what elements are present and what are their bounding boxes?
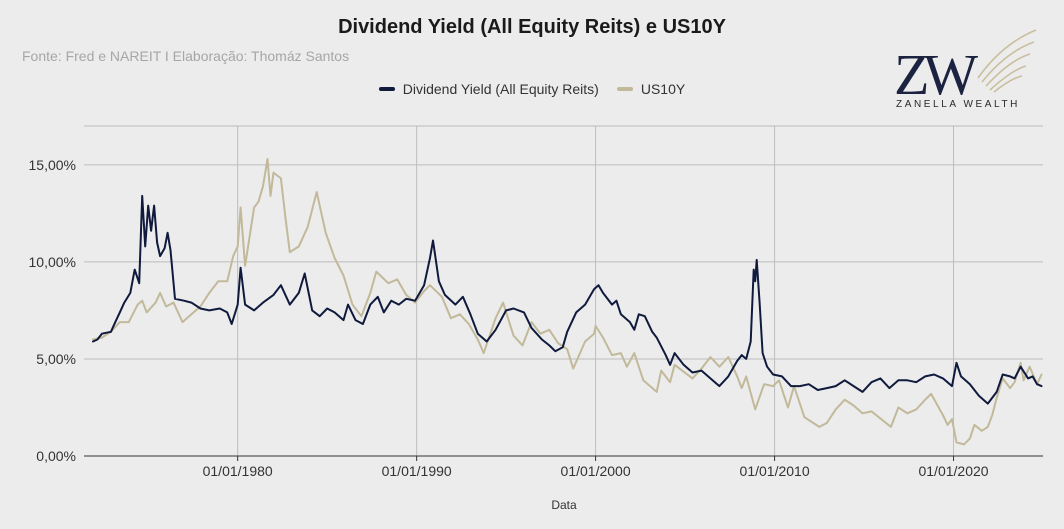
series-line-us10y <box>92 158 1043 446</box>
grid <box>84 125 1043 457</box>
y-axis: 0,00% 5,00% 10,00% 15,00% <box>29 157 76 464</box>
legend-item-dividend-yield[interactable]: Dividend Yield (All Equity Reits) <box>378 81 599 97</box>
y-tick-label: 15,00% <box>29 157 76 173</box>
legend-swatch-dividend-yield <box>378 87 395 91</box>
chart-title: Dividend Yield (All Equity Reits) e US10… <box>338 16 726 38</box>
y-tick-label: 5,00% <box>36 351 76 367</box>
x-tick-label: 01/01/2000 <box>561 463 631 479</box>
legend: Dividend Yield (All Equity Reits) US10Y <box>0 81 1064 97</box>
logo-monogram: ZW <box>894 42 978 107</box>
chart-subtitle: Fonte: Fred e NAREIT I Elaboração: Thomá… <box>22 48 350 64</box>
x-tick-label: 01/01/1980 <box>203 463 273 479</box>
x-tick-label: 01/01/2020 <box>918 463 988 479</box>
zanella-wealth-logo: ZW <box>894 29 1037 107</box>
x-axis-title: Data <box>551 498 577 512</box>
x-axis: 01/01/1980 01/01/1990 01/01/2000 01/01/2010… <box>84 455 1043 479</box>
legend-label-dividend-yield: Dividend Yield (All Equity Reits) <box>402 81 599 97</box>
legend-label-us10y: US10Y <box>640 81 686 97</box>
y-tick-label: 10,00% <box>29 254 76 270</box>
legend-item-us10y[interactable]: US10Y <box>616 81 686 97</box>
x-tick-label: 01/01/2010 <box>740 463 810 479</box>
series-lines <box>92 158 1043 446</box>
x-tick-label: 01/01/1990 <box>382 463 452 479</box>
wing-icon <box>977 29 1037 93</box>
series-line-dividend-yield <box>92 194 1043 405</box>
y-tick-label: 0,00% <box>36 448 76 464</box>
logo-wordmark: ZANELLA WEALTH <box>895 99 1021 110</box>
legend-swatch-us10y <box>616 87 633 91</box>
